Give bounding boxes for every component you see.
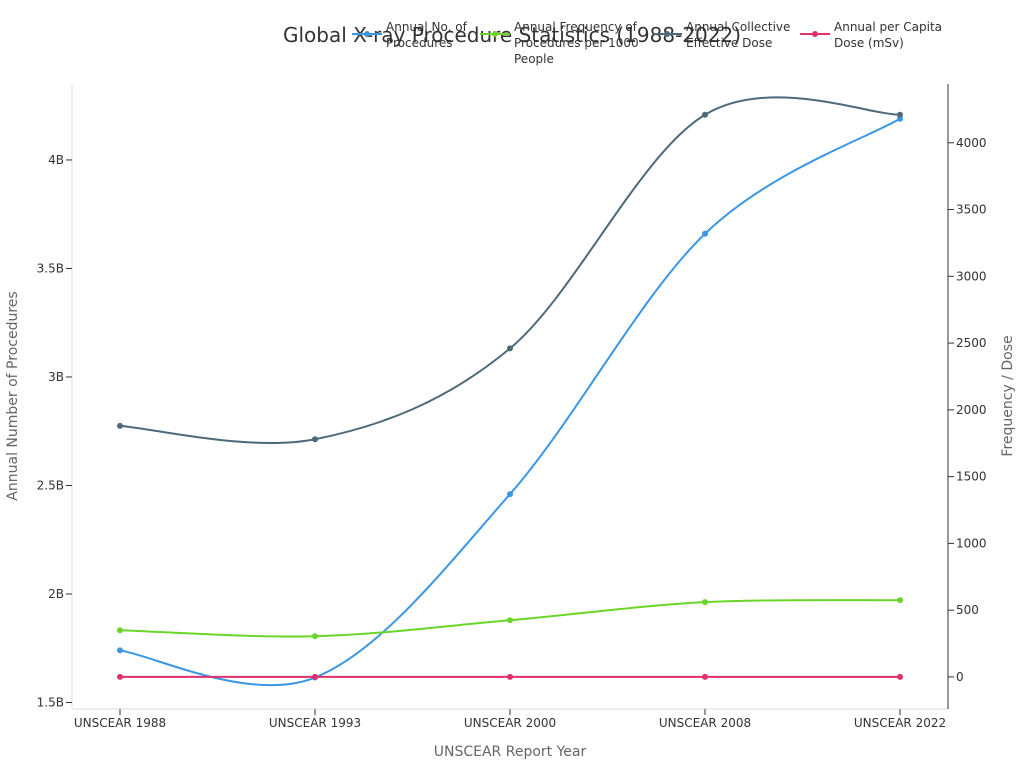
data-point[interactable] xyxy=(312,673,318,680)
series-frequency xyxy=(117,597,903,640)
series-per-capita-dose xyxy=(117,673,903,680)
x-tick-label: UNSCEAR 2000 xyxy=(464,716,556,730)
data-point[interactable] xyxy=(507,617,513,624)
data-point[interactable] xyxy=(702,111,708,118)
legend-label: Annual Frequency of xyxy=(514,20,638,34)
right-axis-ticks: 0 500 1000 1500 2000 2500 3000 3500 4000 xyxy=(948,136,987,684)
data-point[interactable] xyxy=(702,599,708,606)
data-point[interactable] xyxy=(507,345,513,352)
y-right-tick-label: 2000 xyxy=(956,403,987,417)
data-point[interactable] xyxy=(507,491,513,498)
legend-label: Annual Collective xyxy=(686,20,790,34)
y-right-tick-label: 0 xyxy=(956,670,964,684)
y-left-tick-label: 2B xyxy=(48,587,64,601)
left-axis-ticks: 1.5B 2B 2.5B 3B 3.5B 4B xyxy=(37,153,72,709)
legend-label: People xyxy=(514,52,554,66)
y-right-axis-title: Frequency / Dose xyxy=(1000,335,1016,456)
y-right-tick-label: 1000 xyxy=(956,536,987,550)
legend-label: Procedures per 1000 xyxy=(514,36,639,50)
y-left-axis-title: Annual Number of Procedures xyxy=(5,291,21,500)
data-point[interactable] xyxy=(117,627,123,634)
x-tick-label: UNSCEAR 1988 xyxy=(74,716,166,730)
data-point[interactable] xyxy=(702,230,708,237)
x-tick-label: UNSCEAR 2008 xyxy=(659,716,751,730)
data-point[interactable] xyxy=(117,673,123,680)
y-left-tick-label: 3.5B xyxy=(37,261,64,275)
legend: Annual No. of Procedures Annual Frequency … xyxy=(352,20,942,66)
legend-item[interactable]: Annual Frequency of Procedures per 1000 Pe… xyxy=(480,20,639,66)
legend-label: Effective Dose xyxy=(686,36,772,50)
legend-label: Dose (mSv) xyxy=(834,36,904,50)
data-point[interactable] xyxy=(312,436,318,443)
legend-item[interactable]: Annual per Capita Dose (mSv) xyxy=(800,20,942,50)
legend-item[interactable]: Annual No. of Procedures xyxy=(352,20,468,50)
y-left-tick-label: 2.5B xyxy=(37,478,64,492)
x-tick-label: UNSCEAR 2022 xyxy=(854,716,946,730)
legend-swatch-marker xyxy=(664,31,670,37)
y-left-tick-label: 4B xyxy=(48,153,64,167)
x-tick-label: UNSCEAR 1993 xyxy=(269,716,361,730)
legend-swatch-marker xyxy=(492,31,498,37)
y-right-tick-label: 3000 xyxy=(956,269,987,283)
legend-label: Annual No. of xyxy=(386,20,468,34)
legend-swatch-marker xyxy=(812,31,818,37)
y-right-tick-label: 500 xyxy=(956,603,979,617)
legend-label: Annual per Capita xyxy=(834,20,942,34)
series-layer xyxy=(117,96,903,687)
legend-label: Procedures xyxy=(386,36,453,50)
data-point[interactable] xyxy=(897,597,903,604)
data-point[interactable] xyxy=(117,422,123,429)
legend-item[interactable]: Annual Collective Effective Dose xyxy=(652,20,790,50)
data-point[interactable] xyxy=(702,673,708,680)
data-point[interactable] xyxy=(117,647,123,654)
y-right-tick-label: 1500 xyxy=(956,470,987,484)
y-right-tick-label: 4000 xyxy=(956,136,987,150)
y-left-tick-label: 3B xyxy=(48,370,64,384)
y-left-tick-label: 1.5B xyxy=(37,695,64,709)
data-point[interactable] xyxy=(507,673,513,680)
series-collective-dose xyxy=(117,96,903,445)
data-point[interactable] xyxy=(312,633,318,640)
legend-swatch-marker xyxy=(364,31,370,37)
series-line xyxy=(119,117,901,687)
series-line xyxy=(119,96,901,445)
data-point[interactable] xyxy=(897,111,903,118)
data-point[interactable] xyxy=(897,673,903,680)
x-axis-ticks: UNSCEAR 1988 UNSCEAR 1993 UNSCEAR 2000 UNSC… xyxy=(74,709,946,730)
y-right-tick-label: 2500 xyxy=(956,336,987,350)
y-right-tick-label: 3500 xyxy=(956,203,987,217)
x-axis-title: UNSCEAR Report Year xyxy=(434,744,587,760)
